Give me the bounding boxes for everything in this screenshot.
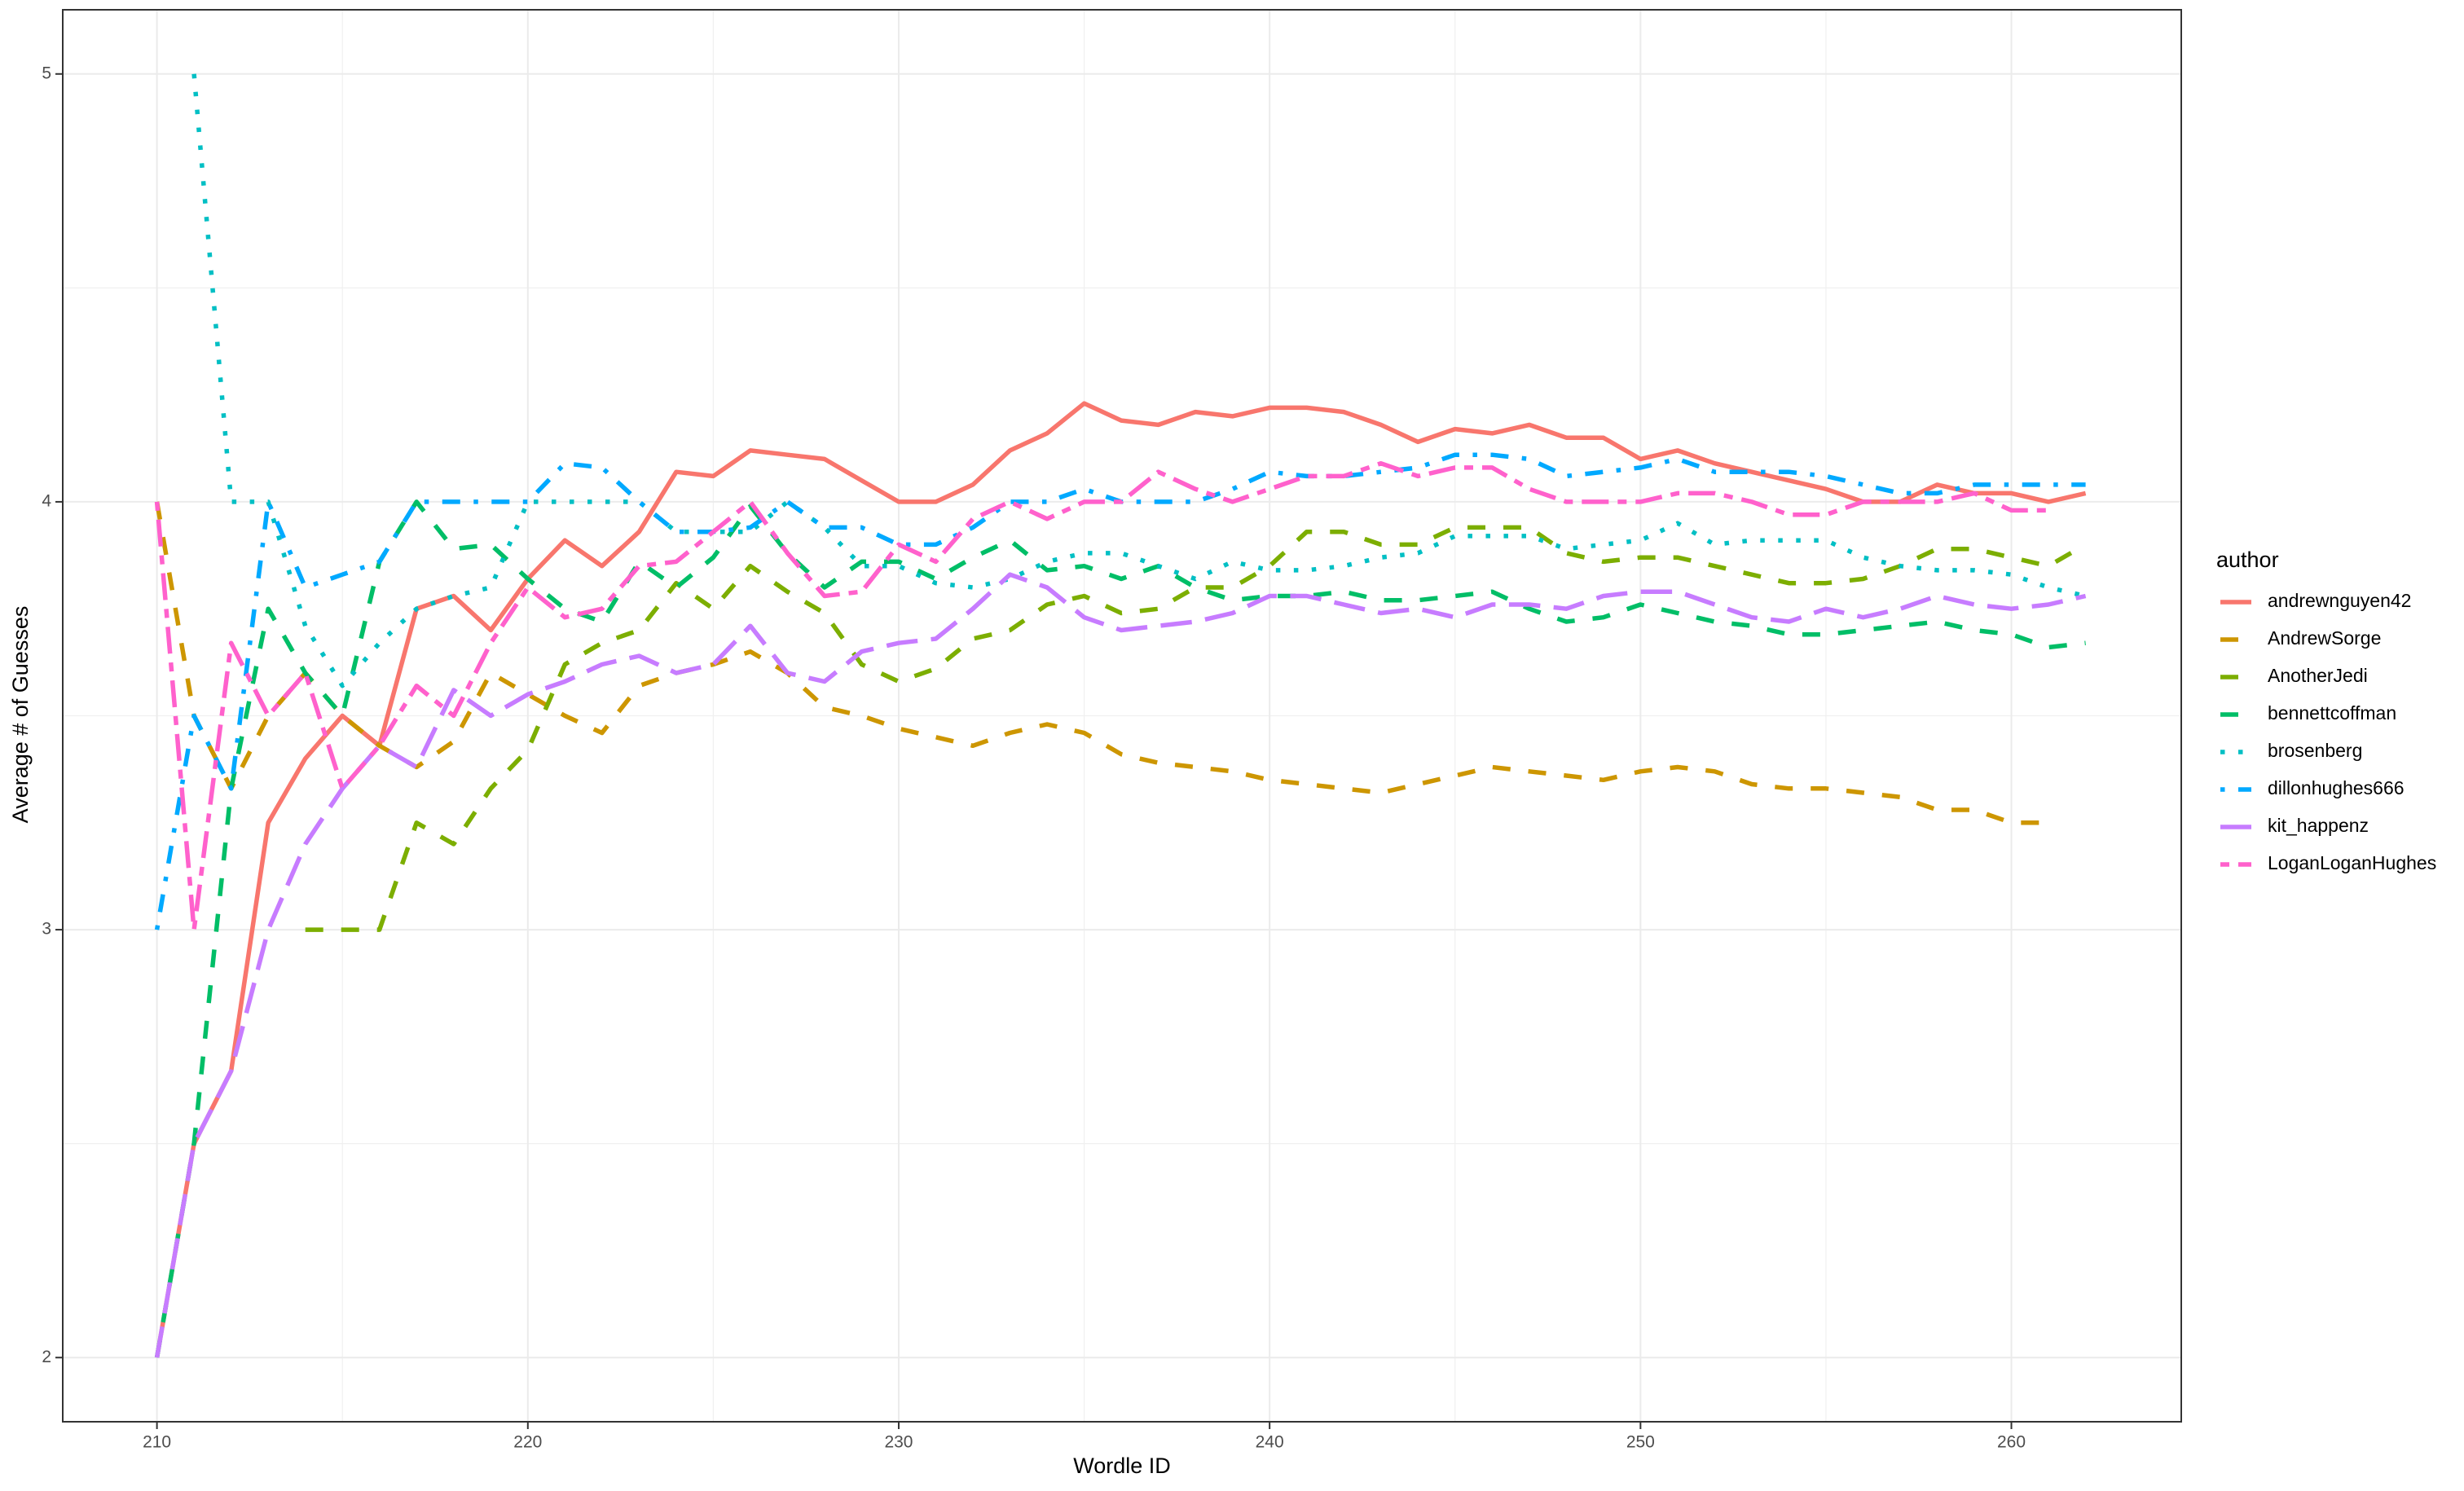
y-tick-label: 4 [42, 491, 51, 510]
legend-title: author [2216, 548, 2279, 572]
series-line [154, 460, 2048, 932]
y-tick-label: 2 [42, 1348, 51, 1366]
plot-border [62, 9, 2182, 1423]
x-tick-label: 210 [143, 1433, 171, 1452]
legend-label: LoganLoganHughes [2268, 852, 2436, 873]
legend-label: dillonhughes666 [2268, 777, 2405, 798]
series-line [154, 401, 2087, 1358]
legend-label: AndrewSorge [2268, 627, 2381, 649]
legend-label: AnotherJedi [2268, 665, 2368, 686]
x-tick-label: 260 [1997, 1433, 2026, 1452]
series-line [191, 73, 2087, 688]
x-tick-label: 240 [1256, 1433, 1284, 1452]
series-line [154, 572, 2087, 1358]
legend-label: bennettcoffman [2268, 702, 2396, 724]
legend-label: kit_happenz [2268, 815, 2369, 836]
x-tick-label: 250 [1626, 1433, 1655, 1452]
x-axis-title: Wordle ID [1073, 1454, 1171, 1478]
legend-label: andrewnguyen42 [2268, 590, 2411, 611]
y-axis-title: Average # of Guesses [8, 606, 33, 824]
y-tick-label: 5 [42, 64, 51, 82]
x-tick-label: 220 [513, 1433, 542, 1452]
series-line [305, 525, 2087, 932]
y-tick-label: 3 [42, 920, 51, 939]
x-tick-label: 230 [884, 1433, 913, 1452]
legend-label: brosenberg [2268, 740, 2362, 761]
series-line [154, 499, 2086, 1358]
